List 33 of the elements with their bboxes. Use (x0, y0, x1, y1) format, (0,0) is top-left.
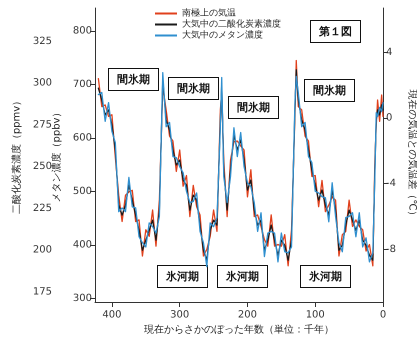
x-tick-label: 400 (102, 310, 122, 320)
annotation: 間氷期 (237, 101, 270, 114)
y3-tick-label: 700 (72, 78, 92, 90)
x-tick-label: 100 (306, 310, 325, 320)
y3-axis-title: メタン濃度（ppbv） (50, 108, 63, 202)
annotation: 間氷期 (177, 82, 210, 95)
x-axis-title: 現在からさかのぼった年数（単位：千年） (144, 323, 334, 336)
annotation: 氷河期 (308, 270, 342, 283)
y-tick-label: 250 (32, 161, 52, 172)
y-axis-title: 二酸化炭素濃度（ppmv） (10, 96, 23, 214)
y-tick-label: 175 (32, 286, 52, 298)
annotation: 第１図 (318, 25, 352, 38)
y2-tick-label: -8 (386, 244, 396, 255)
x-tick-label: 200 (238, 310, 258, 320)
annotation: 氷河期 (165, 270, 199, 283)
y3-tick-label: 400 (72, 239, 92, 250)
y-tick-label: 225 (32, 202, 52, 214)
annotation: 間氷期 (313, 84, 346, 97)
legend-label: 大気中のメタン濃度 (182, 30, 263, 40)
annotation: 間氷期 (117, 73, 150, 86)
annotation: 氷河期 (225, 270, 259, 283)
legend-label: 大気中の二酸化炭素濃度 (182, 18, 281, 30)
y3-tick-label: 600 (72, 132, 92, 144)
legend-label: 南極上の気温 (182, 8, 236, 18)
y-tick-label: 200 (32, 244, 52, 256)
x-tick-label: 0 (380, 310, 386, 320)
x-tick-label: 300 (170, 310, 190, 320)
y-tick-label: 275 (32, 119, 52, 130)
y-tick-label: 325 (32, 36, 52, 47)
y3-tick-label: 800 (72, 25, 92, 36)
y3-tick-label: 500 (72, 186, 92, 197)
y3-tick-label: 300 (72, 292, 92, 304)
y-tick-label: 300 (32, 78, 52, 89)
